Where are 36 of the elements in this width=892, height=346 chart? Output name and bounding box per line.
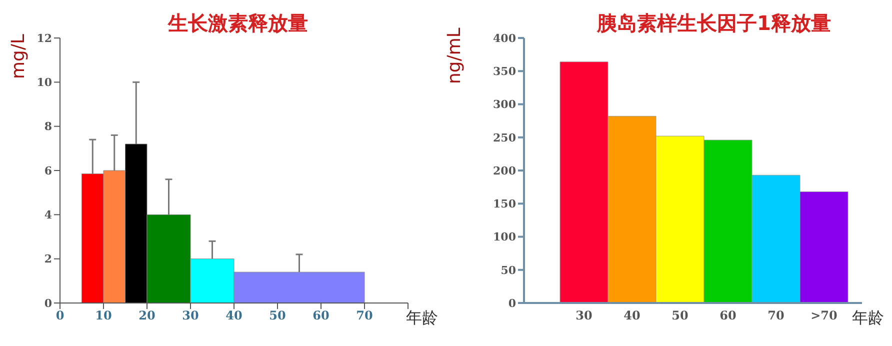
y-tick-label: 150 [493,198,516,211]
x-axis-title: 年龄 [406,308,438,329]
x-tick-label: 10 [95,308,112,323]
y-tick-label: 4 [44,208,52,222]
y-tick-label: 400 [493,32,516,45]
chart-title: 生长激素释放量 [166,10,309,37]
x-tick-label: 50 [269,308,286,323]
y-tick-label: 0 [508,296,516,310]
x-tick-label: 70 [768,308,784,323]
x-tick-label: 0 [56,308,64,323]
x-tick-label: 50 [672,308,688,323]
x-axis-title: 年龄 [852,308,884,329]
y-tick-label: 6 [44,164,52,178]
y-tick-label: 350 [493,65,516,78]
y-tick-label: 2 [44,252,52,266]
x-tick-label: 30 [576,308,592,323]
y-tick-label: 200 [493,164,516,178]
y-tick-label: 300 [493,98,516,112]
y-tick-label: 250 [493,131,516,144]
y-tick-label: 100 [493,230,516,244]
y-tick-label: 10 [36,76,52,90]
x-tick-label: 20 [138,308,156,323]
x-tick-label: 60 [312,308,330,323]
x-tick-label: 30 [182,308,199,323]
x-tick-label: 40 [624,308,640,323]
x-tick-label: 60 [720,308,736,323]
y-tick-label: 50 [500,264,516,277]
y-tick-label: 0 [44,296,52,310]
chart-title: 胰岛素样生长因子1释放量 [596,10,832,37]
x-tick-label: 40 [226,308,242,323]
x-tick-label: 70 [356,308,373,323]
x-tick-label: >70 [810,308,838,323]
y-tick-label: 12 [36,32,52,45]
y-axis-title: mg/L [8,32,30,81]
y-axis-title: ng/mL [444,26,466,86]
y-tick-label: 8 [44,120,52,134]
